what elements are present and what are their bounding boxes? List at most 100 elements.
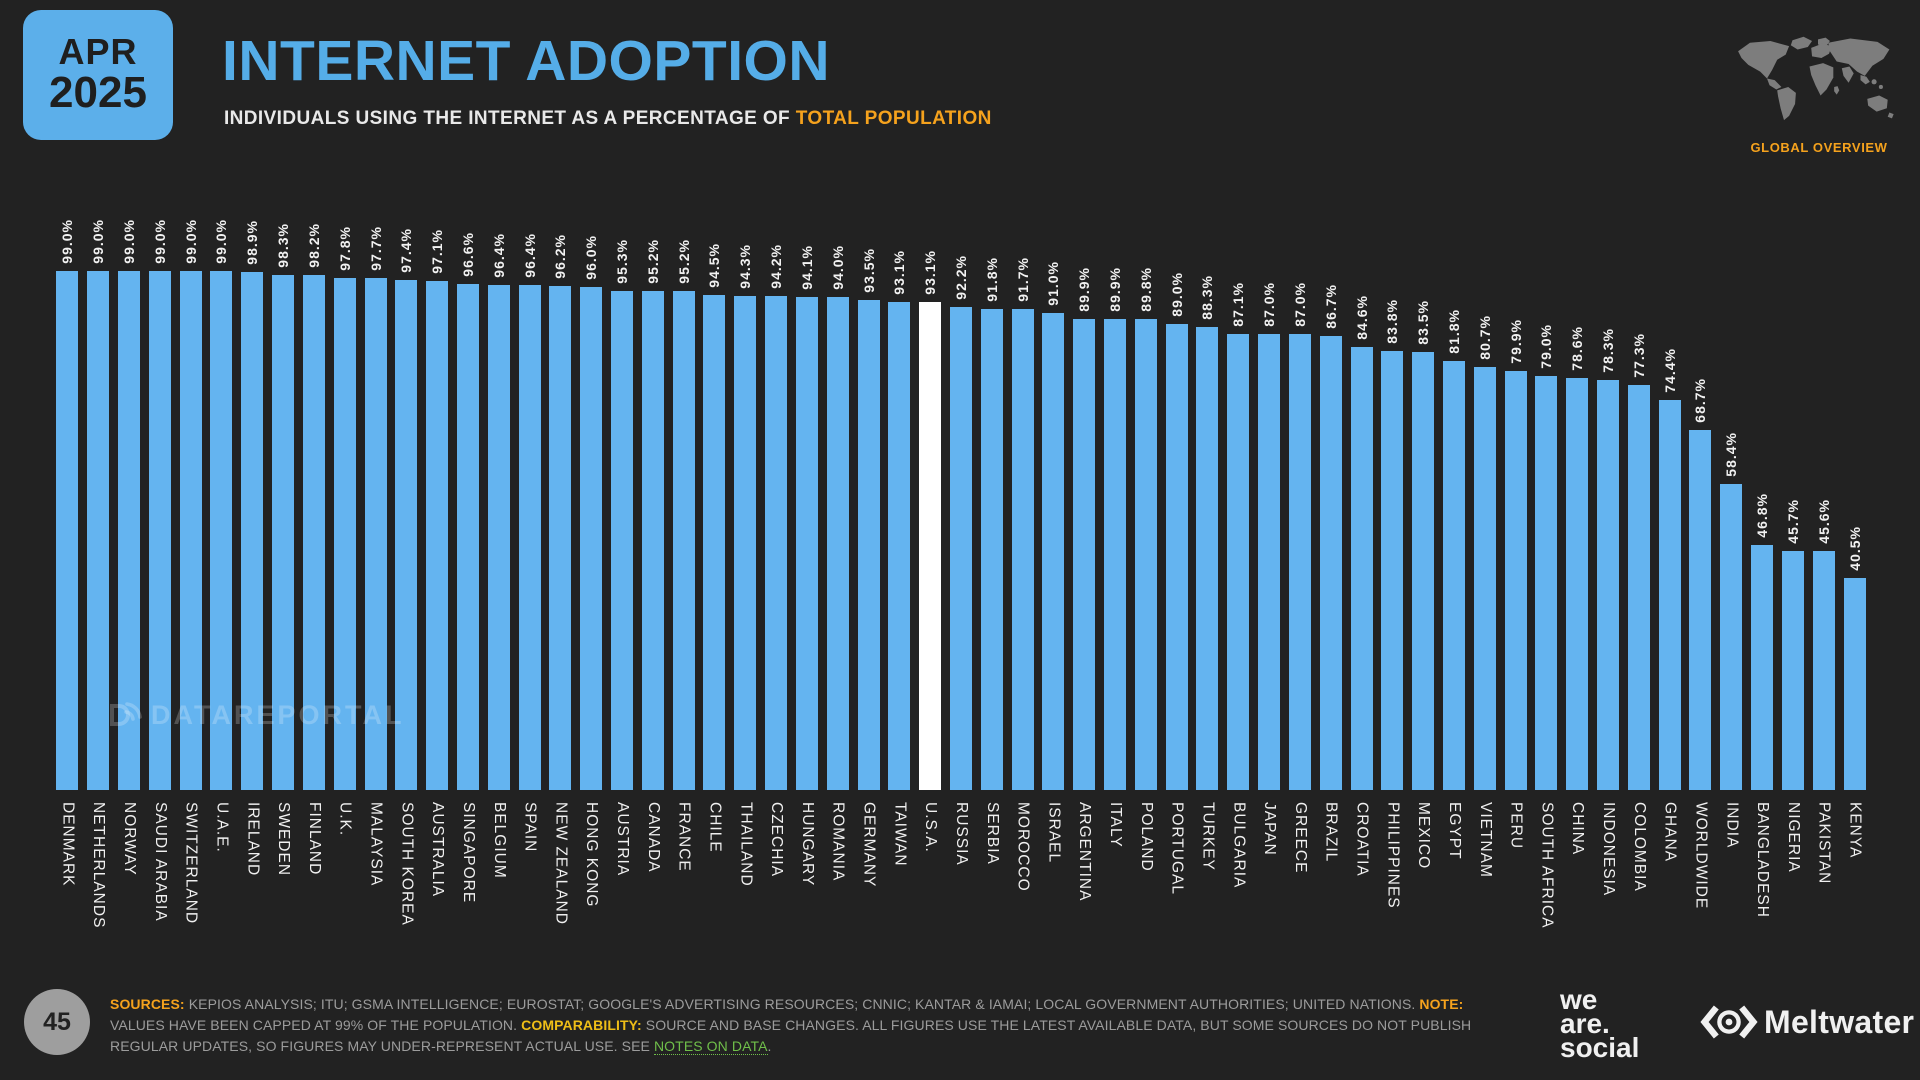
bar-value-label: 40.5%: [1846, 526, 1863, 571]
bar-column: 99.0% NORWAY: [114, 162, 145, 965]
bar-column: 68.7% WORLDWIDE: [1685, 162, 1716, 965]
bar: [1196, 327, 1219, 790]
bar-column: 99.0% NETHERLANDS: [83, 162, 114, 965]
bar-column: 84.6% CROATIA: [1346, 162, 1377, 965]
bar-value-label: 58.4%: [1723, 432, 1740, 477]
note-text: VALUES HAVE BEEN CAPPED AT 99% OF THE PO…: [110, 1017, 522, 1033]
bar-value-label: 80.7%: [1476, 315, 1493, 360]
bar: [1381, 351, 1404, 790]
bar: [241, 272, 264, 790]
bar-column: 91.8% SERBIA: [976, 162, 1007, 965]
bar-column: 79.0% SOUTH AFRICA: [1531, 162, 1562, 965]
bar-country-label: GHANA: [1661, 802, 1679, 863]
bar: [456, 284, 479, 790]
we-are-social-line: social: [1560, 1032, 1640, 1064]
bar-country-label: PERU: [1507, 802, 1525, 850]
bar: [333, 278, 356, 790]
we-are-social-line: we: [1560, 984, 1598, 1015]
bar-country-label: INDONESIA: [1600, 802, 1618, 897]
bar-value-label: 45.6%: [1815, 499, 1832, 544]
bar: [1442, 361, 1465, 790]
bar-value-label: 83.8%: [1384, 299, 1401, 344]
bar-country-label: THAILAND: [737, 802, 755, 887]
sources-text: KEPIOS ANALYSIS; ITU; GSMA INTELLIGENCE;…: [184, 996, 1420, 1012]
bar-value-label: 86.7%: [1322, 284, 1339, 329]
bar: [580, 287, 603, 790]
bar-column: 78.6% CHINA: [1562, 162, 1593, 965]
meltwater-logo: Meltwater: [1700, 1002, 1914, 1042]
bar: [949, 307, 972, 790]
bar-value-label: 97.8%: [336, 226, 353, 271]
bar-value-label: 98.9%: [244, 220, 261, 265]
we-are-social-logo: we are. social: [1560, 984, 1640, 1064]
bar: [1134, 319, 1157, 790]
bar-value-label: 91.7%: [1014, 257, 1031, 302]
bar: [1751, 545, 1774, 790]
bar-value-label: 96.6%: [459, 232, 476, 277]
bar-country-label: NIGERIA: [1784, 802, 1802, 873]
bar-country-label: DENMARK: [59, 802, 77, 887]
bar-value-label: 99.0%: [90, 219, 107, 264]
bar: [1504, 371, 1527, 790]
bar-country-label: SWITZERLAND: [182, 802, 200, 925]
bar-country-label: SAUDI ARABIA: [151, 802, 169, 922]
bar: [487, 285, 510, 790]
bar: [1597, 380, 1620, 790]
bar-value-label: 74.4%: [1661, 348, 1678, 393]
bar-column: 91.0% ISRAEL: [1038, 162, 1069, 965]
bar: [857, 300, 880, 790]
bar-column: 95.2% FRANCE: [668, 162, 699, 965]
bar-value-label: 93.1%: [922, 250, 939, 295]
bar: [364, 278, 387, 790]
sources-label: SOURCES:: [110, 996, 185, 1012]
bar-column: 94.3% THAILAND: [730, 162, 761, 965]
bar-country-label: ROMANIA: [829, 802, 847, 882]
bar-country-label: ISRAEL: [1045, 802, 1063, 864]
bar-country-label: SINGAPORE: [459, 802, 477, 904]
bar-country-label: POLAND: [1137, 802, 1155, 872]
bar-column: 98.2% FINLAND: [299, 162, 330, 965]
notes-on-data-link[interactable]: NOTES ON DATA: [653, 1038, 768, 1055]
bar-country-label: IRELAND: [244, 802, 262, 877]
bar-column: 98.9% IRELAND: [237, 162, 268, 965]
page-number-badge: 45: [24, 989, 90, 1055]
meltwater-logo-icon: [1700, 1005, 1758, 1039]
bar-column: 78.3% INDONESIA: [1593, 162, 1624, 965]
bar-country-label: U.K.: [336, 802, 354, 837]
bar-column: 97.1% AUSTRALIA: [422, 162, 453, 965]
bar-value-label: 97.4%: [398, 228, 415, 273]
bar-value-label: 93.5%: [860, 248, 877, 293]
bar-column: 88.3% TURKEY: [1192, 162, 1223, 965]
bar: [1104, 319, 1127, 790]
bar: [1258, 334, 1281, 790]
bar-column: 83.8% PHILIPPINES: [1377, 162, 1408, 965]
bar-country-label: SOUTH KOREA: [398, 802, 416, 926]
bar: [118, 271, 141, 790]
bar-column: 94.0% ROMANIA: [822, 162, 853, 965]
bar-country-label: TURKEY: [1199, 802, 1217, 871]
bar: [1473, 367, 1496, 790]
bar-value-label: 45.7%: [1784, 499, 1801, 544]
bar-value-label: 92.2%: [952, 255, 969, 300]
bar-value-label: 91.0%: [1045, 261, 1062, 306]
bar-country-label: CZECHIA: [768, 802, 786, 878]
global-overview-block: GLOBAL OVERVIEW: [1733, 30, 1905, 155]
bar: [148, 271, 171, 790]
bar-country-label: TAIWAN: [891, 802, 909, 867]
bar-value-label: 68.7%: [1692, 378, 1709, 423]
bar-country-label: U.S.A.: [922, 802, 940, 853]
bar: [179, 271, 202, 790]
bar: [210, 271, 233, 790]
bar: [1812, 551, 1835, 790]
bar: [1412, 352, 1435, 790]
bar: [611, 291, 634, 790]
bar-value-label: 87.0%: [1261, 282, 1278, 327]
bar: [980, 309, 1003, 790]
bar-country-label: CROATIA: [1353, 802, 1371, 877]
comparability-text: SOURCE AND BASE CHANGES. ALL FIGURES USE…: [110, 1017, 1472, 1054]
bar: [302, 275, 325, 790]
bar-country-label: COLOMBIA: [1630, 802, 1648, 892]
bar-value-label: 97.7%: [367, 226, 384, 271]
bar-value-label: 99.0%: [59, 219, 76, 264]
